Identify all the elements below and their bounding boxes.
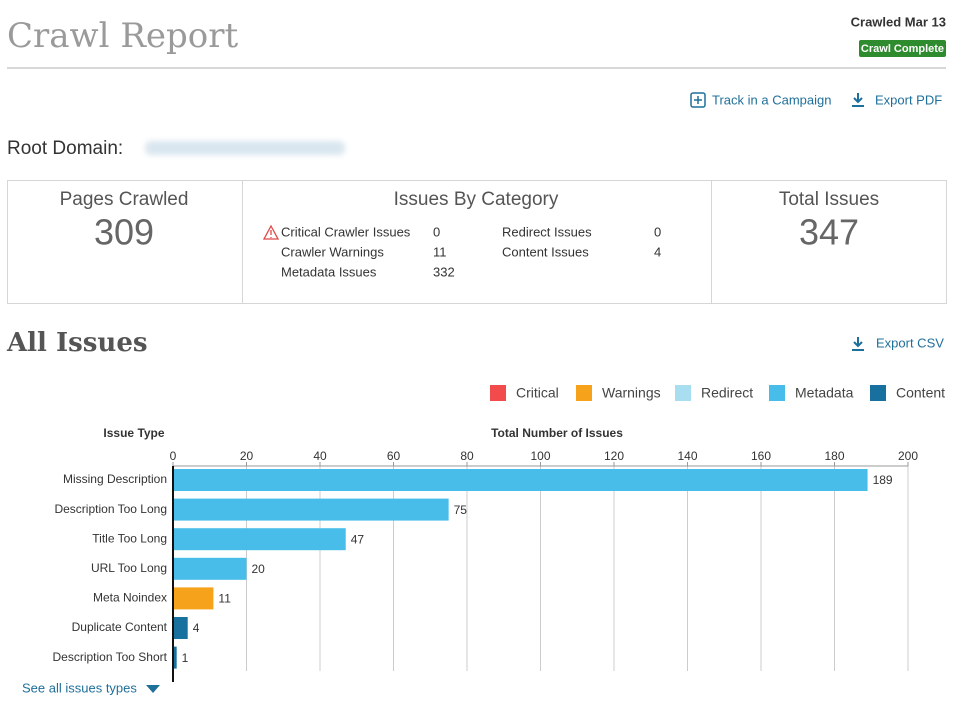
issues-by-category-title: Issues By Category (394, 189, 559, 210)
bar (173, 646, 177, 669)
crawled-date: Crawled Mar 13 (851, 14, 946, 29)
y-tick-label: Meta Noindex (93, 591, 167, 605)
value-label: 4 (193, 621, 200, 635)
export-pdf-link[interactable]: Export PDF (875, 92, 942, 107)
export-csv-link[interactable]: Export CSV (876, 335, 944, 350)
category-value: 4 (654, 244, 661, 259)
pages-crawled-value: 309 (94, 212, 154, 253)
x-tick-label: 0 (170, 449, 177, 463)
bar (173, 617, 188, 639)
section-title: All Issues (6, 328, 148, 358)
critical-icon (262, 224, 280, 240)
x-tick-label: 100 (530, 449, 550, 463)
status-text: Crawl Complete (861, 43, 944, 55)
value-label: 75 (454, 503, 468, 517)
legend-label: Critical (516, 385, 559, 401)
expand-arrow[interactable] (146, 685, 160, 693)
category-label: Redirect Issues (502, 224, 592, 239)
category-value: 0 (433, 224, 440, 239)
value-label: 1 (182, 651, 189, 665)
y-tick-label: URL Too Long (91, 561, 167, 575)
x-tick-label: 60 (387, 449, 401, 463)
track-icon[interactable] (690, 92, 706, 108)
summary-box (7, 180, 947, 304)
root-domain-label: Root Domain: (7, 138, 123, 159)
total-issues-value: 347 (799, 212, 859, 253)
download-icon (852, 93, 864, 107)
category-value: 11 (433, 244, 447, 259)
legend-swatch (675, 385, 691, 401)
category-value: 0 (654, 224, 661, 239)
value-label: 189 (873, 473, 893, 487)
value-label: 20 (252, 562, 266, 576)
bar (173, 498, 449, 521)
status-badge (859, 40, 946, 57)
category-label: Metadata Issues (281, 264, 377, 279)
y-tick-label: Title Too Long (92, 531, 167, 545)
x-tick-label: 140 (677, 449, 697, 463)
category-label: Critical Crawler Issues (281, 224, 411, 239)
value-label: 11 (218, 592, 231, 606)
y-axis-title: Issue Type (103, 426, 164, 440)
bar (173, 557, 247, 580)
legend-swatch (870, 385, 886, 401)
x-tick-label: 80 (460, 449, 474, 463)
x-tick-label: 160 (751, 449, 771, 463)
legend-label: Content (896, 385, 945, 401)
track-link[interactable]: Track in a Campaign (712, 92, 831, 107)
x-tick-label: 20 (240, 449, 254, 463)
x-tick-label: 40 (313, 449, 327, 463)
bar (173, 469, 868, 491)
blurred-domain (145, 141, 345, 155)
legend-swatch (769, 385, 785, 401)
track-icon-plus (694, 96, 702, 104)
legend-label: Warnings (602, 385, 661, 401)
bar (173, 587, 214, 610)
download-icon (852, 337, 864, 351)
pages-crawled-label: Pages Crawled (60, 189, 189, 210)
legend-swatch (576, 385, 592, 401)
x-axis-title: Total Number of Issues (491, 426, 623, 440)
see-all-link[interactable]: See all issues types (22, 680, 137, 695)
category-label: Crawler Warnings (281, 244, 384, 259)
page-title: Crawl Report (7, 16, 239, 56)
y-tick-label: Duplicate Content (72, 620, 168, 634)
total-issues-label: Total Issues (779, 189, 879, 210)
y-tick-label: Missing Description (63, 472, 167, 486)
legend-swatch (490, 385, 506, 401)
value-label: 47 (351, 532, 365, 546)
legend-label: Metadata (795, 385, 854, 401)
x-tick-label: 120 (604, 449, 624, 463)
bar (173, 528, 346, 551)
legend-label: Redirect (701, 385, 753, 401)
y-tick-label: Description Too Long (54, 502, 167, 516)
y-tick-label: Description Too Short (52, 650, 167, 664)
x-tick-label: 180 (824, 449, 844, 463)
x-tick-label: 200 (898, 449, 918, 463)
category-value: 332 (433, 264, 455, 279)
category-label: Content Issues (502, 244, 589, 259)
